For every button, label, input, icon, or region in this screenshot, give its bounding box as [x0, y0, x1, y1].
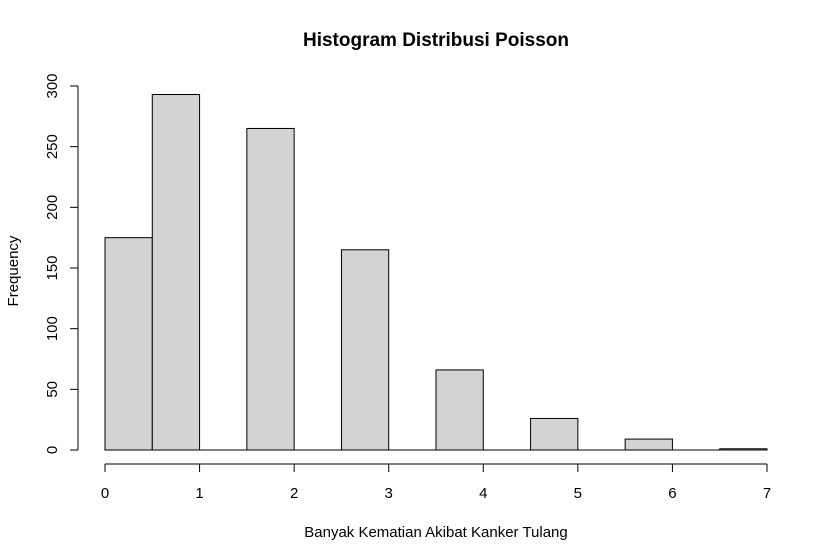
chart-title: Histogram Distribusi Poisson: [303, 30, 569, 51]
histogram-bar: [104, 237, 153, 451]
bars-group: [104, 93, 768, 451]
x-tick-label: 1: [195, 485, 203, 502]
x-tick-label: 5: [574, 485, 582, 502]
histogram-bar: [151, 93, 201, 451]
x-tick-label: 7: [763, 485, 771, 502]
y-tick-label: 0: [44, 446, 61, 454]
x-tick-label: 6: [668, 485, 676, 502]
x-axis-label: Banyak Kematian Akibat Kanker Tulang: [304, 524, 568, 541]
y-tick-label: 250: [44, 134, 61, 159]
histogram-bar: [719, 448, 768, 451]
y-axis: 0 50 100 150 200 250 300: [44, 73, 79, 454]
y-tick-label: 100: [44, 316, 61, 341]
histogram-bar: [530, 417, 579, 451]
y-tick-label: 50: [44, 381, 61, 398]
y-tick-label: 200: [44, 195, 61, 220]
histogram-bar: [340, 249, 390, 451]
x-tick-label: 2: [290, 485, 298, 502]
histogram-bar: [624, 438, 673, 451]
x-tick-label: 4: [479, 485, 487, 502]
x-tick-label: 3: [385, 485, 393, 502]
x-axis: 0 1 2 3 4 5 6 7: [101, 463, 771, 502]
y-tick-label: 300: [44, 73, 61, 98]
histogram-bar: [246, 127, 295, 451]
y-tick-label: 150: [44, 255, 61, 280]
y-axis-label: Frequency: [5, 235, 22, 306]
histogram-bar: [435, 369, 484, 451]
x-tick-label: 0: [101, 485, 109, 502]
